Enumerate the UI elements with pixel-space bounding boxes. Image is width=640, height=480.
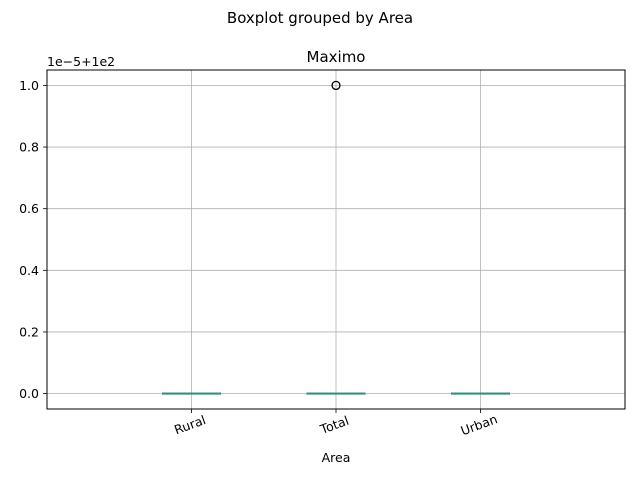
chart-title: Maximo — [307, 48, 366, 66]
x-axis-label: Area — [322, 450, 351, 465]
tick-layer: 0.0 0.2 0.4 0.6 0.8 1.0 Rural Total Urban — [19, 78, 499, 438]
y-tick-label: 0.4 — [19, 263, 39, 278]
outlier-point — [331, 80, 341, 91]
y-offset-label: 1e−5+1e2 — [47, 54, 115, 69]
x-tick-label: Total — [317, 413, 351, 437]
y-tick-label: 0.2 — [19, 324, 39, 339]
y-tick-label: 0.6 — [19, 201, 39, 216]
x-tick-label: Urban — [459, 411, 500, 438]
y-tick-label: 0.0 — [19, 386, 39, 401]
box-layer — [162, 80, 510, 395]
y-tick-label: 0.8 — [19, 140, 39, 155]
figure-suptitle: Boxplot grouped by Area — [227, 9, 413, 27]
y-tick-label: 1.0 — [19, 78, 39, 93]
grid-layer — [47, 70, 625, 409]
x-tick-label: Rural — [172, 412, 208, 437]
